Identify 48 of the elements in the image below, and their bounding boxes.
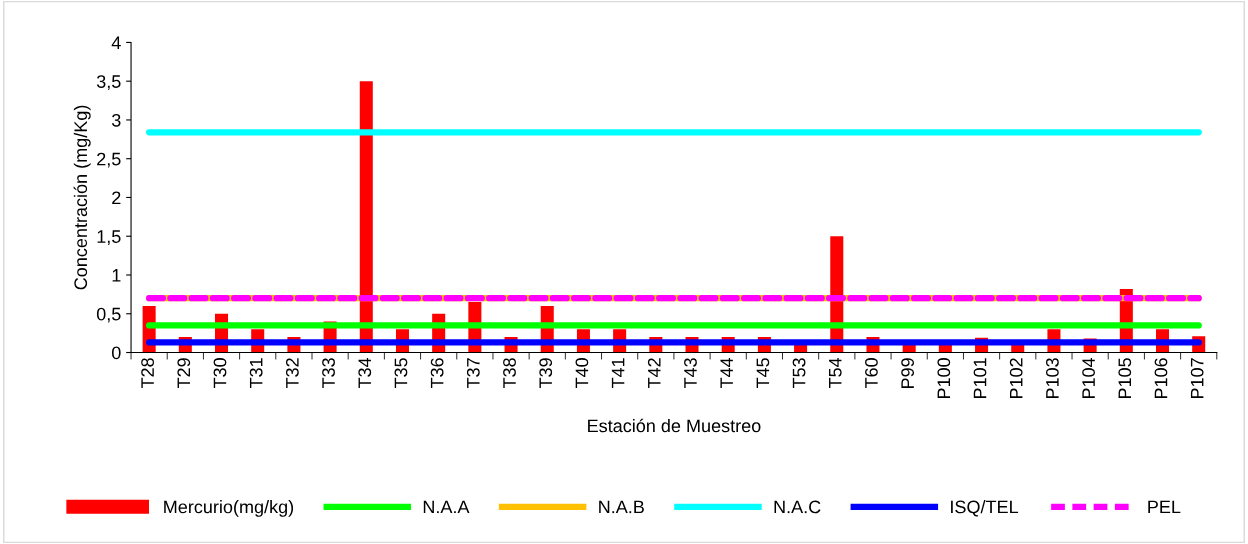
legend-label: Mercurio(mg/kg) [164,500,294,517]
legend-label: N.A.A [423,500,470,514]
x-tick-label: T60 [865,358,878,389]
x-tick-label: P99 [901,358,915,389]
x-tick-label: T45 [756,358,770,389]
x-tick-label: P106 [1154,358,1168,399]
x-tick-label: T33 [322,358,335,389]
x-tick-label: T31 [249,358,263,389]
legend-label: N.A.C [774,500,821,514]
x-tick-label: T36 [430,358,444,389]
y-tick-label: 0,5 [96,307,121,323]
x-tick-label: T53 [792,358,806,389]
x-tick-label: T44 [720,357,733,389]
x-tick-label: T39 [539,358,553,389]
y-tick-label: 4 [111,36,121,49]
x-tick-label: T41 [611,358,625,389]
x-tick-label: P105 [1118,358,1132,399]
bar [359,81,373,353]
x-tick-label: P100 [937,358,951,399]
x-tick-label: P107 [1190,358,1204,399]
y-tick-label: 2,5 [97,152,121,168]
y-tick-label: 3,5 [96,75,121,91]
legend-label: N.A.B [599,500,644,514]
y-tick-label: 1 [112,269,121,282]
x-tick-label: P102 [1009,358,1023,399]
x-tick-label: T30 [213,358,227,389]
x-tick-label: T29 [177,358,191,389]
x-tick-label: T34 [358,357,372,389]
x-tick-label: P104 [1082,357,1095,399]
x-tick-label: P103 [1046,358,1059,399]
x-axis-title: Estación de Muestreo [588,418,761,433]
y-tick-label: 1,5 [97,230,121,246]
x-tick-label: T40 [575,358,589,389]
y-tick-label: 3 [111,113,121,127]
y-tick-label: 0 [111,346,121,360]
x-tick-label: P101 [973,358,987,399]
y-tick-label: 2 [112,191,121,205]
x-tick-label: T54 [829,357,842,389]
y-axis-title: Concentración (mg/Kg) [73,105,91,290]
x-tick-label: T32 [285,358,299,389]
x-tick-label: T42 [647,358,661,389]
x-tick-label: T37 [466,358,480,389]
x-tick-label: T43 [684,358,697,389]
legend-label: PEL [1148,500,1181,514]
x-tick-label: T35 [394,358,408,389]
x-tick-label: T28 [141,358,154,389]
x-tick-label: T38 [503,358,516,389]
legend-label: ISQ/TEL [951,500,1019,517]
